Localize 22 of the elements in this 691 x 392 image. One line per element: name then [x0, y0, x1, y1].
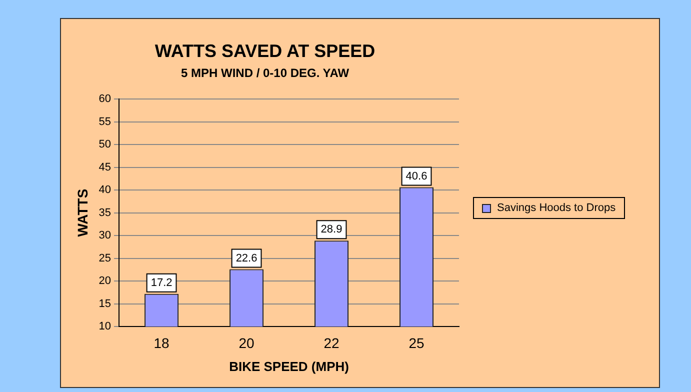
- y-tick-label: 35: [98, 206, 112, 219]
- y-tick-label: 60: [98, 93, 112, 106]
- legend-label: Savings Hoods to Drops: [497, 202, 616, 214]
- data-label: 22.6: [236, 252, 258, 264]
- y-tick-label: 30: [98, 230, 112, 242]
- y-tick-label: 25: [98, 252, 112, 264]
- y-tick-label: 55: [98, 116, 112, 128]
- y-tick-label: 40: [98, 184, 112, 196]
- data-label: 40.6: [406, 170, 428, 182]
- y-axis-title: WATTS: [74, 188, 90, 237]
- y-tick-label: 20: [98, 275, 112, 288]
- x-tick-label: 18: [154, 334, 170, 351]
- y-tick-label: 45: [98, 161, 112, 174]
- x-tick-label: 25: [408, 334, 424, 351]
- data-label: 28.9: [320, 224, 342, 236]
- y-tick-label: 10: [98, 320, 112, 333]
- data-label: 17.2: [150, 276, 172, 289]
- x-tick-label: 20: [238, 334, 255, 351]
- x-tick-label: 22: [324, 334, 340, 351]
- y-tick-label: 15: [98, 298, 112, 310]
- chart-title: WATTS SAVED AT SPEED: [154, 40, 376, 61]
- y-tick-label: 50: [98, 138, 112, 151]
